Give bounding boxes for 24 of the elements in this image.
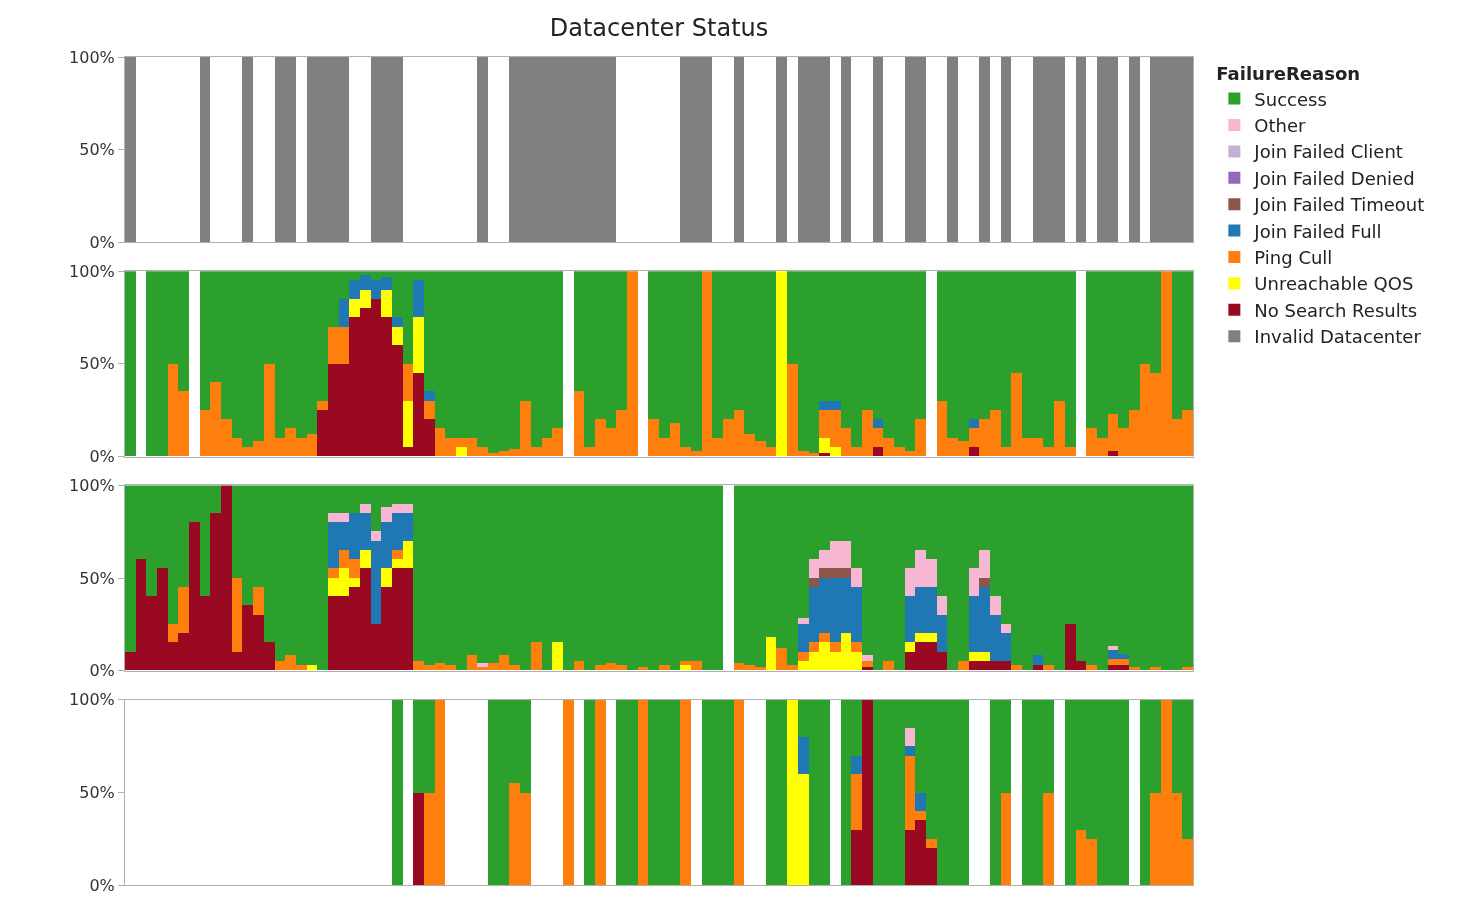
- legend-label: Unreachable QOS: [1254, 273, 1414, 295]
- y-tick-label: 100%: [69, 690, 115, 710]
- y-tick-label: 0%: [89, 875, 115, 895]
- y-tick-label: 50%: [79, 140, 115, 160]
- y-tick-label: 100%: [69, 261, 115, 281]
- legend-label: Other: [1254, 115, 1307, 137]
- legend-label: Join Failed Full: [1253, 220, 1382, 242]
- legend-label: Join Failed Denied: [1253, 167, 1415, 189]
- y-tick-label: 100%: [69, 476, 115, 496]
- y-tick-label: 100%: [69, 47, 115, 67]
- y-tick-label: 0%: [89, 447, 115, 467]
- legend-label: Join Failed Timeout: [1253, 194, 1425, 216]
- legend-label: Join Failed Client: [1253, 141, 1403, 163]
- legend-title: FailureReason: [1216, 63, 1361, 85]
- y-tick-label: 0%: [89, 661, 115, 681]
- legend-label: Invalid Datacenter: [1254, 326, 1422, 348]
- y-tick-label: 50%: [79, 782, 115, 802]
- legend-label: Ping Cull: [1254, 247, 1333, 269]
- legend-label: No Search Results: [1254, 299, 1418, 321]
- chart-title: Datacenter Status: [549, 14, 769, 43]
- y-tick-label: 0%: [89, 232, 115, 252]
- y-tick-label: 50%: [79, 354, 115, 374]
- legend-label: Success: [1254, 88, 1327, 110]
- y-tick-label: 50%: [79, 568, 115, 588]
